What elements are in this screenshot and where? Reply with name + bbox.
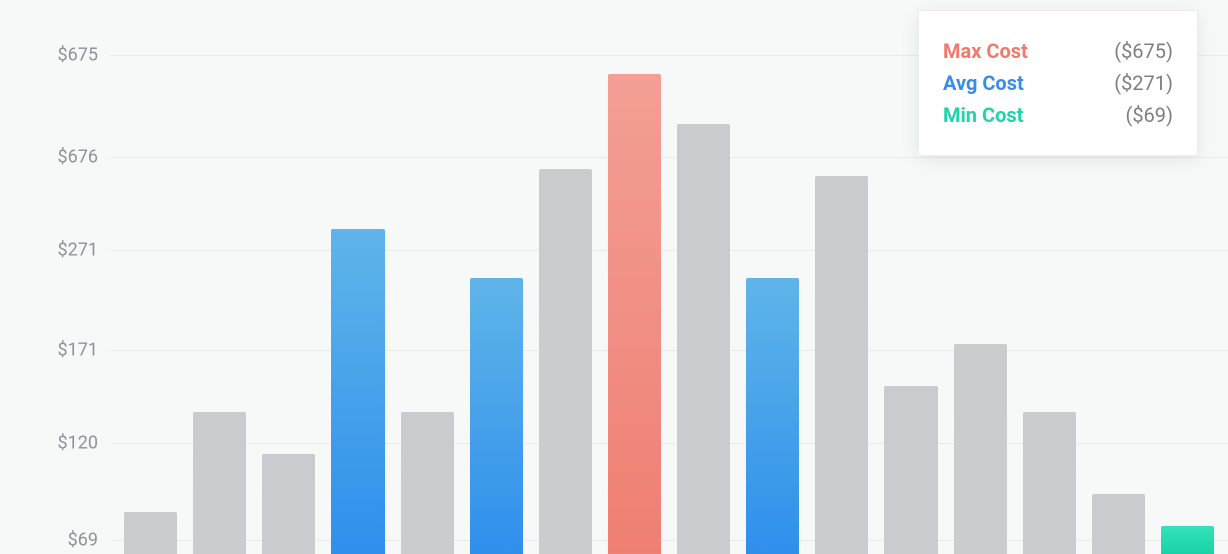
y-tick-label: $171 (58, 340, 98, 361)
bar (401, 412, 454, 554)
bar (677, 124, 730, 554)
legend-label: Avg Cost (943, 71, 1024, 95)
legend-row-avg: Avg Cost ($271) (943, 71, 1173, 95)
cost-bar-chart: $675 $676 $271 $171 $120 $69 Max Cost ($… (0, 0, 1228, 554)
bar (1023, 412, 1076, 554)
bar (815, 176, 868, 554)
legend-label: Min Cost (943, 103, 1023, 127)
legend-value: ($675) (1114, 39, 1173, 63)
bar-avg (470, 278, 523, 554)
y-tick-label: $271 (58, 240, 98, 261)
legend-value: ($69) (1125, 103, 1173, 127)
legend-row-min: Min Cost ($69) (943, 103, 1173, 127)
bar-avg (331, 229, 384, 554)
bar (954, 344, 1007, 554)
bar-max (608, 74, 661, 554)
y-tick-label: $675 (58, 45, 98, 66)
bar-avg (746, 278, 799, 554)
y-axis: $675 $676 $271 $171 $120 $69 (0, 0, 110, 554)
y-tick-label: $120 (58, 433, 98, 454)
y-tick-label: $69 (68, 530, 98, 551)
bar (539, 169, 592, 554)
bar-min (1161, 526, 1214, 554)
bar (884, 386, 937, 554)
legend-row-max: Max Cost ($675) (943, 39, 1173, 63)
y-tick-label: $676 (58, 147, 98, 168)
legend-label: Max Cost (943, 39, 1028, 63)
bar (193, 412, 246, 554)
bar (262, 454, 315, 554)
cost-legend: Max Cost ($675) Avg Cost ($271) Min Cost… (918, 10, 1198, 156)
legend-value: ($271) (1114, 71, 1173, 95)
bar (124, 512, 177, 554)
bar (1092, 494, 1145, 554)
